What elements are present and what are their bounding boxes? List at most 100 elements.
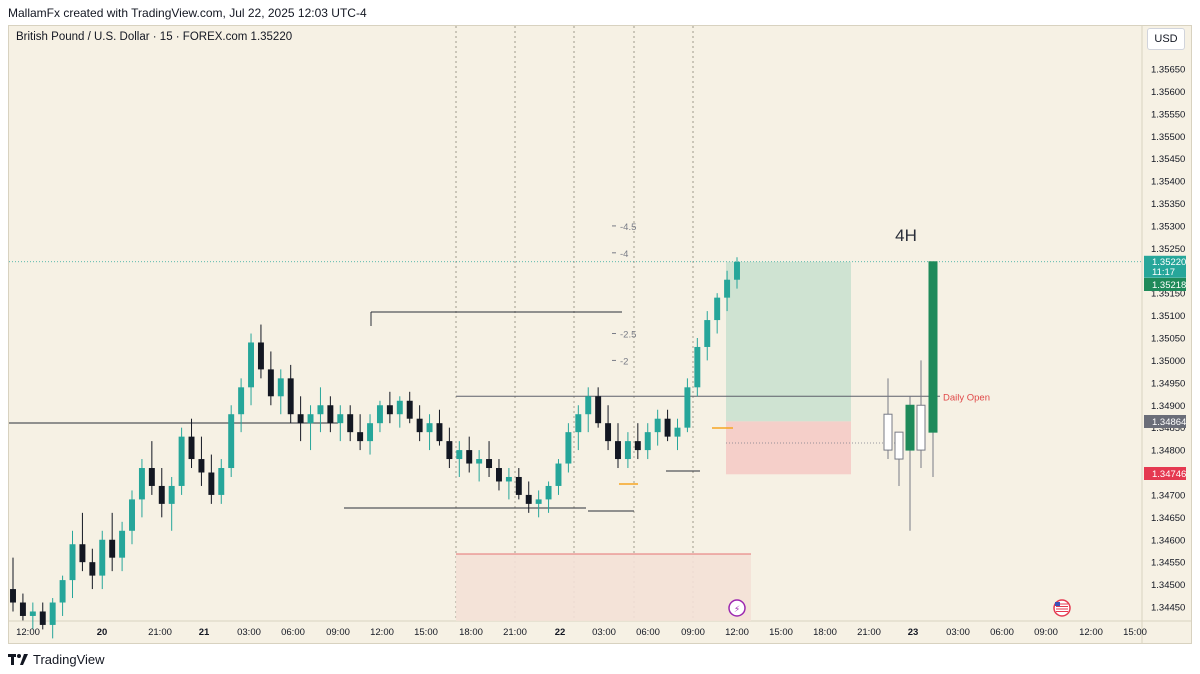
x-axis-tick-label: 12:00 — [16, 627, 40, 638]
candle-body — [119, 530, 126, 558]
y-axis-tick-label: 1.34700 — [1151, 490, 1185, 501]
marker-price-label: 1.34864 — [1152, 417, 1186, 428]
y-axis-tick-label: 1.35250 — [1151, 244, 1185, 255]
x-axis-tick-label: 21 — [199, 627, 210, 638]
y-axis-tick-label: 1.34900 — [1151, 401, 1185, 412]
inset-candle-body — [883, 413, 893, 451]
candle-body — [654, 418, 661, 433]
us-flag-canton — [1055, 602, 1060, 606]
candle-body — [29, 611, 36, 616]
bid-price-label: 1.35218 — [1152, 280, 1186, 291]
footer-brand-text: TradingView — [33, 652, 105, 667]
bid-price-badge — [1144, 278, 1186, 291]
candle-body — [436, 423, 443, 442]
fib-level-label: -2 — [620, 356, 628, 367]
y-axis-tick-label: 1.35650 — [1151, 65, 1185, 76]
x-axis-tick-label: 03:00 — [946, 627, 970, 638]
tradingview-logo-icon — [8, 653, 28, 665]
candle-body — [79, 544, 86, 563]
x-axis-tick-label: 12:00 — [370, 627, 394, 638]
last-price-badge — [1144, 255, 1186, 278]
candle-body — [595, 396, 602, 424]
candle-body — [307, 414, 314, 424]
candle-body — [396, 400, 403, 415]
x-axis-tick-label: 23 — [908, 627, 919, 638]
candle-body — [178, 436, 185, 486]
y-axis-tick-label: 1.34450 — [1151, 603, 1185, 614]
y-axis-tick-label: 1.35600 — [1151, 87, 1185, 98]
x-axis-tick-label: 15:00 — [414, 627, 438, 638]
x-axis-tick-label: 09:00 — [1034, 627, 1058, 638]
candle-body — [476, 459, 483, 464]
candle-body — [267, 369, 274, 397]
candle-body — [505, 476, 512, 482]
y-axis-tick-label: 1.35050 — [1151, 334, 1185, 345]
candle-body — [89, 562, 96, 576]
candle-body — [674, 427, 681, 437]
x-axis-tick-label: 22 — [555, 627, 566, 638]
candle-body — [456, 450, 463, 460]
candle-body — [734, 261, 740, 280]
candle-body — [624, 441, 631, 460]
candle-body — [525, 494, 532, 504]
candle-body — [238, 387, 245, 415]
chart-panel[interactable] — [8, 25, 1192, 644]
inset-candle-body — [905, 404, 915, 451]
x-axis-tick-label: 03:00 — [592, 627, 616, 638]
stop-price-label: 1.34746 — [1152, 469, 1186, 480]
candle-body — [565, 432, 572, 464]
x-axis-tick-label: 06:00 — [281, 627, 305, 638]
last-price-label: 1.35220 — [1152, 257, 1186, 268]
symbol-title[interactable]: British Pound / U.S. Dollar · 15 · FOREX… — [16, 31, 293, 43]
candle-body — [337, 414, 344, 424]
candle-body — [218, 468, 225, 495]
y-axis-tick-label: 1.34550 — [1151, 558, 1185, 569]
candle-body — [109, 539, 116, 558]
candle-body — [357, 432, 364, 442]
currency-button[interactable]: USD — [1147, 28, 1185, 50]
candle-body — [466, 450, 473, 464]
x-axis-tick-label: 12:00 — [1079, 627, 1103, 638]
y-axis-tick-label: 1.35450 — [1151, 154, 1185, 165]
candle-body — [575, 414, 582, 433]
x-axis-tick-label: 21:00 — [503, 627, 527, 638]
candle-body — [49, 602, 56, 625]
candle-body — [704, 320, 711, 347]
candle-body — [367, 423, 374, 442]
countdown-label: 11:17 — [1152, 267, 1175, 278]
candle-body — [714, 297, 721, 321]
candle-body — [406, 400, 413, 419]
x-axis-tick-label: 21:00 — [148, 627, 172, 638]
tradingview-logo[interactable]: TradingView — [8, 652, 105, 667]
candle-body — [228, 414, 235, 469]
candle-body — [10, 589, 16, 603]
x-axis-tick-label: 06:00 — [636, 627, 660, 638]
candle-body — [347, 414, 354, 433]
candle-body — [317, 405, 324, 415]
candle-body — [495, 468, 502, 482]
candle-body — [426, 423, 433, 433]
x-axis-tick-label: 18:00 — [459, 627, 483, 638]
x-axis-tick-label: 09:00 — [326, 627, 350, 638]
candle-body — [248, 342, 255, 388]
candle-body — [644, 432, 651, 451]
candle-body — [99, 539, 106, 576]
inset-4h-label: 4H — [895, 226, 917, 245]
candle-body — [158, 485, 165, 504]
y-axis-tick-label: 1.34950 — [1151, 378, 1185, 389]
y-axis-tick-label: 1.35350 — [1151, 199, 1185, 210]
y-axis-tick-label: 1.35100 — [1151, 311, 1185, 322]
candle-body — [694, 346, 701, 388]
candle-body — [168, 485, 175, 504]
inset-candle-body — [916, 404, 926, 451]
candle-body — [615, 441, 621, 460]
x-axis-tick-label: 21:00 — [857, 627, 881, 638]
stop-price-badge — [1144, 467, 1186, 480]
y-axis-tick-label: 1.35000 — [1151, 356, 1185, 367]
candle-body — [634, 441, 641, 451]
candle-body — [287, 378, 294, 415]
candle-body — [148, 468, 155, 486]
candle-body — [664, 418, 671, 437]
daily-open-label: Daily Open — [943, 392, 990, 403]
